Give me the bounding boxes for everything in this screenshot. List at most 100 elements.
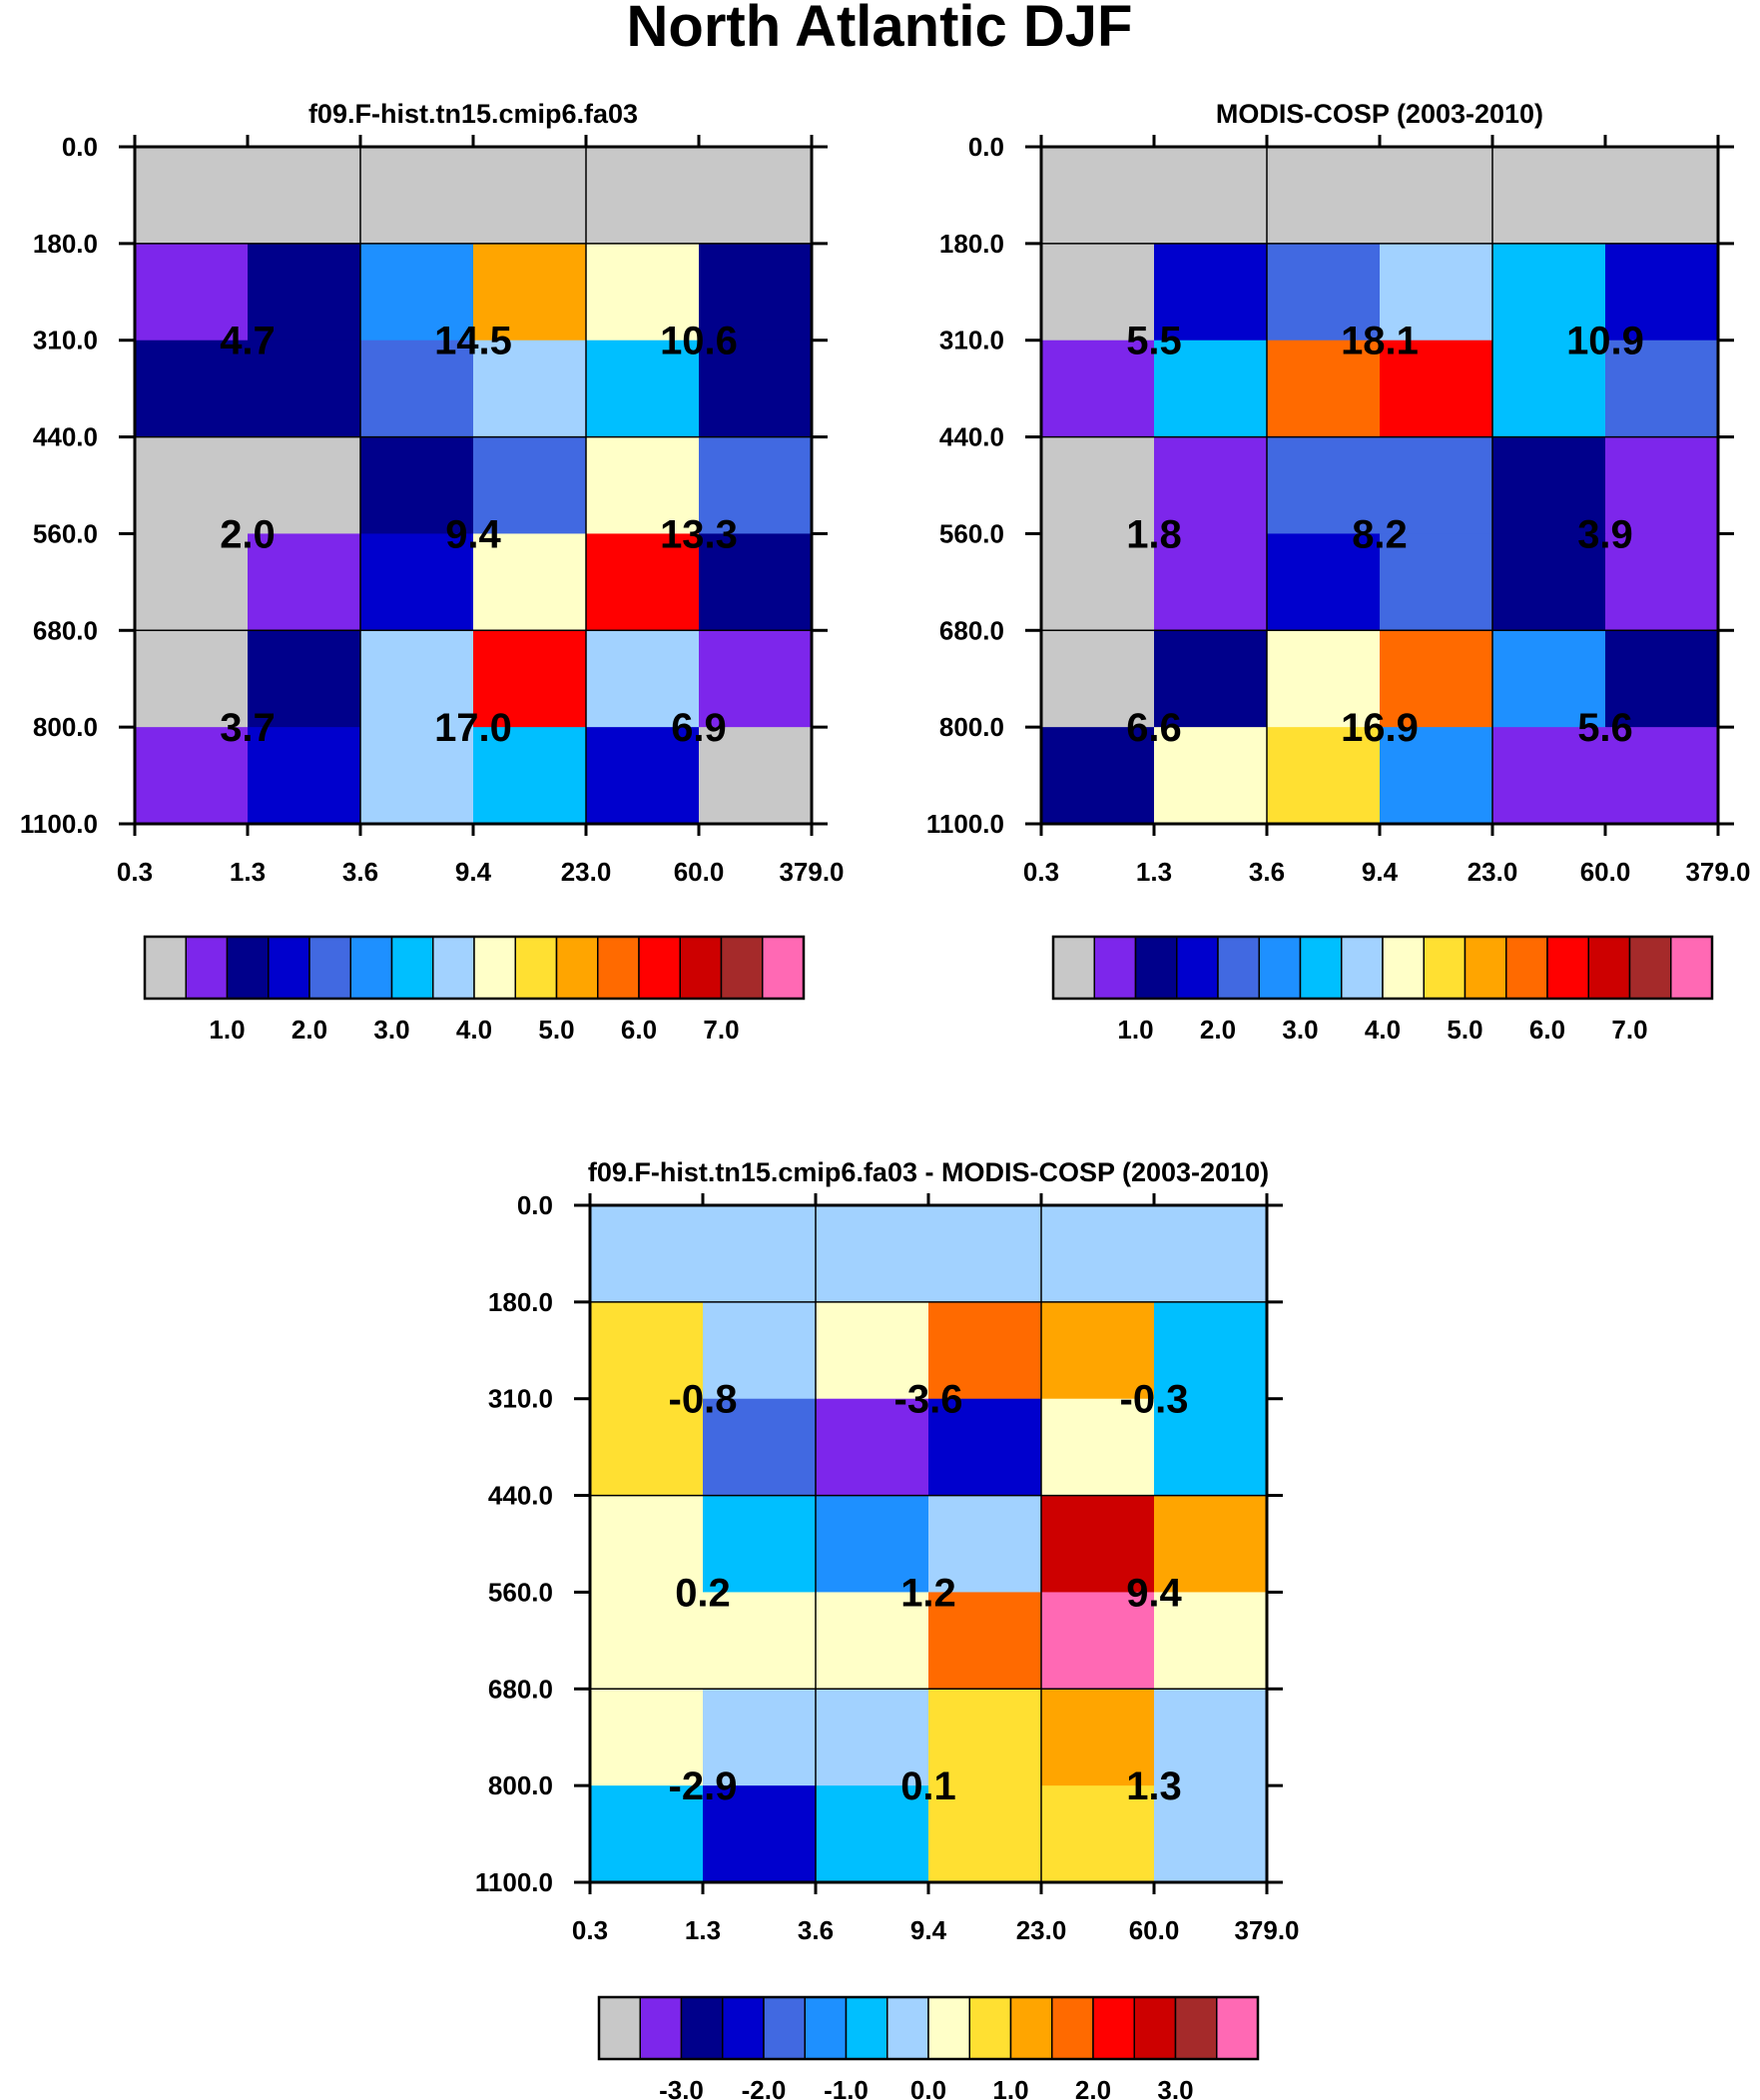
heatmap-cell: [1267, 243, 1381, 342]
colorbar-label: 2.0: [1200, 1015, 1236, 1045]
heatmap-cell: [135, 533, 249, 631]
heatmap-cell: [699, 243, 813, 342]
x-tick-label: 60.0: [674, 857, 725, 887]
heatmap-cell: [1041, 1495, 1155, 1594]
heatmap-cell: [248, 533, 361, 631]
colorbar-box: [762, 936, 805, 1000]
colorbar-box: [1217, 936, 1260, 1000]
heatmap-cell: [1041, 243, 1155, 342]
colorbar-label: 1.0: [209, 1015, 245, 1045]
heatmap-cell: [1154, 1205, 1268, 1303]
y-tick-label: 680.0: [939, 615, 1004, 645]
heatmap-cell: [248, 727, 361, 825]
x-tick-label: 379.0: [1685, 857, 1750, 887]
colorbar-label: 1.0: [992, 2075, 1028, 2100]
heatmap-cell: [473, 727, 587, 825]
heatmap-cell: [360, 147, 474, 245]
colorbar-label: -3.0: [659, 2075, 704, 2100]
heatmap-cell: [590, 1398, 704, 1497]
value-label: 0.2: [675, 1571, 731, 1615]
heatmap-cell: [590, 1205, 704, 1303]
heatmap-cell: [1041, 630, 1155, 728]
heatmap-cell: [928, 1301, 1042, 1400]
heatmap-cell: [586, 340, 700, 438]
heatmap-cell: [590, 1301, 704, 1400]
colorbar-label: -2.0: [742, 2075, 787, 2100]
heatmap-cell: [360, 243, 474, 342]
heatmap-cell: [1154, 340, 1268, 438]
x-tick-label: 9.4: [1362, 857, 1399, 887]
colorbar-frame: [1051, 935, 1714, 1001]
colorbar-box: [722, 1996, 765, 2060]
y-tick-label: 560.0: [488, 1577, 553, 1607]
heatmap-cell: [703, 1592, 817, 1690]
y-tick-label: 1100.0: [20, 809, 98, 839]
heatmap-cell: [1492, 436, 1606, 535]
colorbar-box: [598, 1996, 641, 2060]
heatmap-cell: [1605, 243, 1719, 342]
colorbar-box: [763, 1996, 806, 2060]
heatmap-cell: [1154, 727, 1268, 825]
value-label: 17.0: [434, 706, 512, 750]
heatmap-cell: [1154, 630, 1268, 728]
colorbar-label: 0.0: [910, 2075, 946, 2100]
heatmap-cell: [816, 1592, 929, 1690]
colorbar-box: [1464, 936, 1507, 1000]
heatmap-cell: [699, 436, 813, 535]
heatmap-cell: [699, 630, 813, 728]
y-tick-label: 680.0: [33, 615, 98, 645]
y-tick-label: 800.0: [33, 712, 98, 742]
colorbar-box: [308, 936, 351, 1000]
y-tick-label: 560.0: [939, 518, 1004, 548]
colorbar-box: [1009, 1996, 1053, 2060]
y-tick-label: 310.0: [939, 326, 1004, 355]
heatmap-cell: [1492, 340, 1606, 438]
heatmap-cell: [360, 436, 474, 535]
colorbar-box: [927, 1996, 970, 2060]
heatmap-cell: [1154, 533, 1268, 631]
value-label: 9.4: [445, 512, 501, 556]
value-label: -2.9: [669, 1764, 738, 1808]
value-label: 1.2: [900, 1571, 956, 1615]
colorbar-label: -1.0: [824, 2075, 869, 2100]
heatmap-cell: [1154, 1592, 1268, 1690]
colorbar-box: [1505, 936, 1548, 1000]
colorbar-label: 7.0: [1611, 1015, 1647, 1045]
heatmap-cell: [248, 147, 361, 245]
y-tick-label: 440.0: [488, 1481, 553, 1511]
heatmap-cell: [1041, 533, 1155, 631]
heatmap-cell: [1154, 243, 1268, 342]
heatmap-cell: [135, 147, 249, 245]
heatmap-cell: [699, 533, 813, 631]
colorbar-box: [432, 936, 475, 1000]
value-label: 16.9: [1341, 706, 1419, 750]
value-label: 4.7: [220, 320, 276, 363]
heatmap-cell: [1041, 340, 1155, 438]
value-label: 10.9: [1566, 320, 1644, 363]
panel-obs: MODIS-COSP (2003-2010) 0.3 1.3 3.6 9.4 23.0 60…: [926, 99, 1751, 1045]
heatmap-cell: [928, 1495, 1042, 1594]
colorbar-box: [680, 1996, 724, 2060]
x-tick-label: 1.3: [1136, 857, 1172, 887]
heatmap-cell: [1267, 147, 1381, 245]
heatmap-cell: [1380, 340, 1493, 438]
heatmap-cell: [1041, 1205, 1155, 1303]
heatmap-cell: [1154, 1689, 1268, 1786]
heatmap-cell: [586, 630, 700, 728]
colorbar-label: 5.0: [538, 1015, 574, 1045]
x-tick-label: 23.0: [1467, 857, 1518, 887]
heatmap-cell: [473, 436, 587, 535]
value-label: 3.7: [220, 706, 276, 750]
heatmap-cell: [1605, 727, 1719, 825]
heatmap-cell: [1492, 533, 1606, 631]
heatmap-cell: [586, 147, 700, 245]
colorbar-box: [1051, 1996, 1094, 2060]
value-label: 1.8: [1126, 512, 1182, 556]
value-label: -0.3: [1120, 1378, 1189, 1422]
colorbar-label: 3.0: [1157, 2075, 1193, 2100]
heatmap-cell: [1154, 1398, 1268, 1497]
colorbar-box: [968, 1996, 1012, 2060]
colorbar-label: 5.0: [1447, 1015, 1482, 1045]
heatmap-cell: [1041, 1785, 1155, 1883]
y-tick-label: 0.0: [517, 1190, 553, 1220]
